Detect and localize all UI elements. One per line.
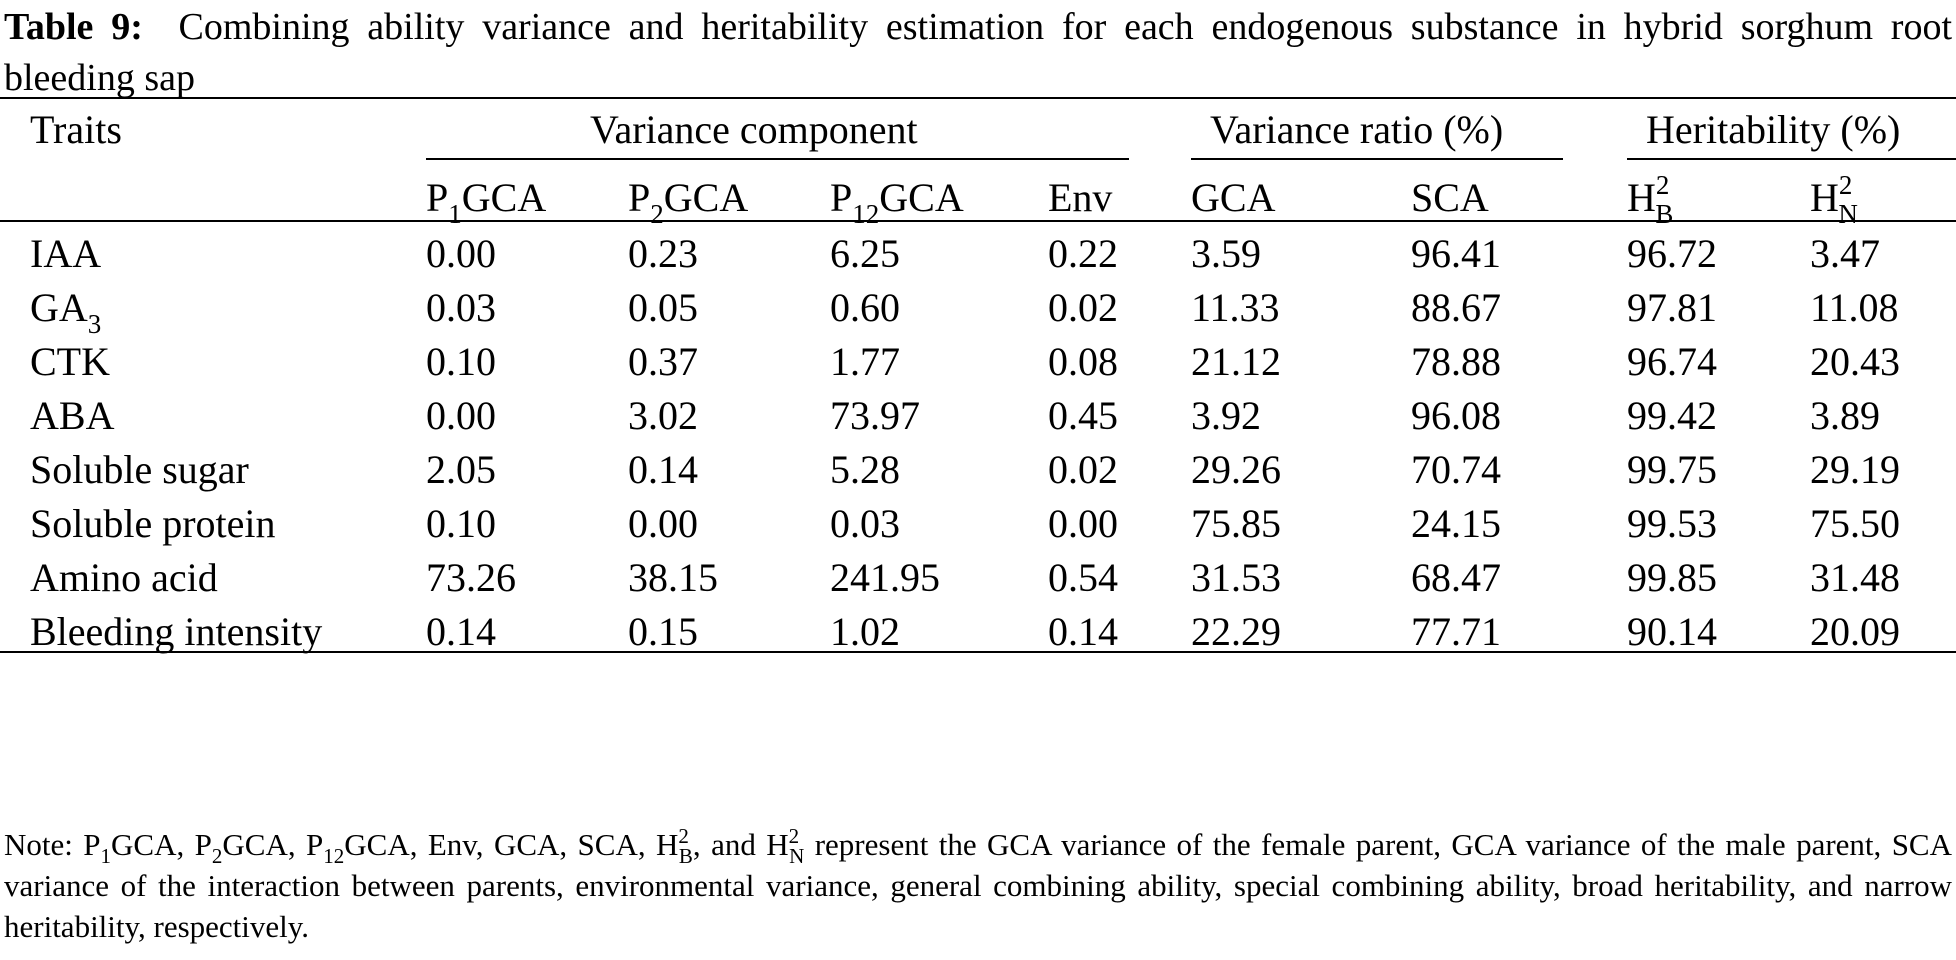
top-rule bbox=[0, 97, 1956, 99]
trait-cell: ABA bbox=[30, 393, 115, 438]
value-p1gca: 0.14 bbox=[426, 609, 496, 654]
value-h2n: 31.48 bbox=[1810, 555, 1900, 600]
value-h2b: 99.75 bbox=[1627, 447, 1717, 492]
header-variance-component: Variance component bbox=[590, 107, 918, 152]
header-h2b: H2B bbox=[1627, 170, 1674, 229]
value-gca: 3.59 bbox=[1191, 231, 1261, 276]
value-h2n: 11.08 bbox=[1810, 285, 1899, 330]
value-sca: 78.88 bbox=[1411, 339, 1501, 384]
value-env: 0.14 bbox=[1048, 609, 1118, 654]
value-p12gca: 73.97 bbox=[830, 393, 920, 438]
value-gca: 29.26 bbox=[1191, 447, 1281, 492]
value-h2n: 20.43 bbox=[1810, 339, 1900, 384]
value-sca: 96.08 bbox=[1411, 393, 1501, 438]
caption-label: Table 9: bbox=[4, 6, 143, 48]
trait-cell: CTK bbox=[30, 339, 110, 384]
header-p1gca: P1GCA bbox=[426, 175, 547, 229]
variance-group-rule bbox=[426, 158, 1129, 160]
value-h2b: 97.81 bbox=[1627, 285, 1717, 330]
value-p1gca: 0.10 bbox=[426, 339, 496, 384]
value-h2n: 3.47 bbox=[1810, 231, 1880, 276]
value-env: 0.02 bbox=[1048, 285, 1118, 330]
value-p2gca: 0.23 bbox=[628, 231, 698, 276]
trait-cell: GA3 bbox=[30, 285, 102, 339]
value-p12gca: 0.03 bbox=[830, 501, 900, 546]
value-gca: 75.85 bbox=[1191, 501, 1281, 546]
value-p1gca: 0.10 bbox=[426, 501, 496, 546]
value-p12gca: 6.25 bbox=[830, 231, 900, 276]
value-p1gca: 0.03 bbox=[426, 285, 496, 330]
value-env: 0.45 bbox=[1048, 393, 1118, 438]
heritability-group-rule bbox=[1627, 158, 1956, 160]
trait-cell: Soluble protein bbox=[30, 501, 276, 546]
value-h2b: 99.53 bbox=[1627, 501, 1717, 546]
value-gca: 22.29 bbox=[1191, 609, 1281, 654]
value-h2n: 29.19 bbox=[1810, 447, 1900, 492]
value-p1gca: 0.00 bbox=[426, 231, 496, 276]
header-env: Env bbox=[1048, 175, 1113, 220]
header-p2gca: P2GCA bbox=[628, 175, 749, 229]
header-traits: Traits bbox=[30, 107, 122, 152]
caption-text: Combining ability variance and heritabil… bbox=[4, 6, 1953, 99]
value-p2gca: 0.00 bbox=[628, 501, 698, 546]
value-p2gca: 0.05 bbox=[628, 285, 698, 330]
value-p2gca: 3.02 bbox=[628, 393, 698, 438]
header-p12gca: P12GCA bbox=[830, 175, 964, 229]
value-p2gca: 0.15 bbox=[628, 609, 698, 654]
value-env: 0.22 bbox=[1048, 231, 1118, 276]
value-p1gca: 0.00 bbox=[426, 393, 496, 438]
value-gca: 21.12 bbox=[1191, 339, 1281, 384]
header-h2n: H2N bbox=[1810, 170, 1858, 229]
value-env: 0.02 bbox=[1048, 447, 1118, 492]
table-note: Note: P1GCA, P2GCA, P12GCA, Env, GCA, SC… bbox=[4, 824, 1952, 945]
value-p2gca: 0.37 bbox=[628, 339, 698, 384]
header-gca: GCA bbox=[1191, 175, 1276, 220]
value-gca: 3.92 bbox=[1191, 393, 1261, 438]
header-variance-ratio: Variance ratio (%) bbox=[1210, 107, 1504, 152]
value-p12gca: 0.60 bbox=[830, 285, 900, 330]
value-gca: 11.33 bbox=[1191, 285, 1280, 330]
value-p2gca: 0.14 bbox=[628, 447, 698, 492]
trait-cell: Amino acid bbox=[30, 555, 218, 600]
value-gca: 31.53 bbox=[1191, 555, 1281, 600]
value-sca: 77.71 bbox=[1411, 609, 1501, 654]
ratio-group-rule bbox=[1191, 158, 1563, 160]
value-env: 0.54 bbox=[1048, 555, 1118, 600]
value-h2b: 96.74 bbox=[1627, 339, 1717, 384]
value-p12gca: 5.28 bbox=[830, 447, 900, 492]
value-sca: 88.67 bbox=[1411, 285, 1501, 330]
value-h2b: 99.42 bbox=[1627, 393, 1717, 438]
value-p12gca: 241.95 bbox=[830, 555, 940, 600]
value-h2n: 20.09 bbox=[1810, 609, 1900, 654]
table-caption: Table 9: Combining ability variance and … bbox=[4, 2, 1952, 104]
value-h2n: 75.50 bbox=[1810, 501, 1900, 546]
value-sca: 96.41 bbox=[1411, 231, 1501, 276]
value-p1gca: 2.05 bbox=[426, 447, 496, 492]
value-h2n: 3.89 bbox=[1810, 393, 1880, 438]
value-sca: 68.47 bbox=[1411, 555, 1501, 600]
value-sca: 70.74 bbox=[1411, 447, 1501, 492]
header-bottom-rule bbox=[0, 220, 1956, 222]
value-sca: 24.15 bbox=[1411, 501, 1501, 546]
value-p12gca: 1.02 bbox=[830, 609, 900, 654]
trait-cell: Bleeding intensity bbox=[30, 609, 323, 654]
value-p12gca: 1.77 bbox=[830, 339, 900, 384]
value-h2b: 99.85 bbox=[1627, 555, 1717, 600]
trait-cell: IAA bbox=[30, 231, 102, 276]
value-h2b: 90.14 bbox=[1627, 609, 1717, 654]
value-env: 0.00 bbox=[1048, 501, 1118, 546]
bottom-rule bbox=[0, 651, 1956, 653]
header-sca: SCA bbox=[1411, 175, 1489, 220]
value-h2b: 96.72 bbox=[1627, 231, 1717, 276]
header-heritability: Heritability (%) bbox=[1646, 107, 1901, 152]
trait-cell: Soluble sugar bbox=[30, 447, 249, 492]
value-p1gca: 73.26 bbox=[426, 555, 516, 600]
value-p2gca: 38.15 bbox=[628, 555, 718, 600]
value-env: 0.08 bbox=[1048, 339, 1118, 384]
